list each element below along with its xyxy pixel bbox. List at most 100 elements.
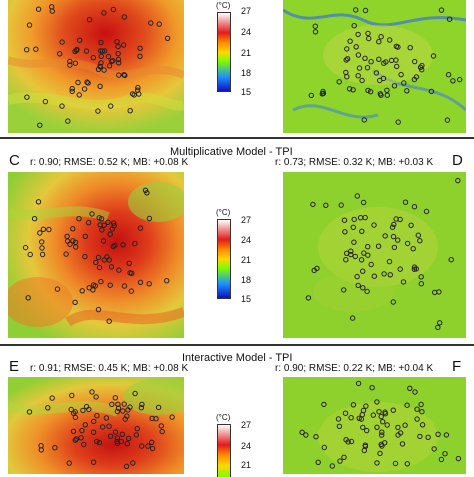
station-marker (76, 216, 82, 222)
station-marker (373, 70, 380, 76)
station-marker (352, 253, 359, 260)
station-marker (299, 429, 305, 435)
station-marker (22, 244, 29, 251)
colorbar-1 (217, 12, 231, 92)
station-marker (155, 404, 162, 411)
station-marker (139, 401, 145, 408)
station-marker (127, 108, 133, 114)
station-marker (149, 439, 155, 446)
station-marker (126, 435, 132, 442)
station-marker (374, 460, 380, 466)
station-marker (305, 295, 312, 301)
station-marker (121, 401, 127, 407)
station-marker (355, 52, 362, 58)
station-marker (404, 461, 411, 467)
station-marker (82, 233, 89, 240)
station-marker (360, 424, 366, 431)
station-marker (438, 456, 445, 463)
station-marker (95, 254, 102, 261)
station-marker (361, 447, 368, 454)
station-marker (72, 414, 79, 421)
station-marker (342, 229, 348, 235)
station-marker (81, 86, 88, 92)
station-marker (377, 450, 383, 457)
station-marker (359, 77, 365, 84)
station-marker (390, 299, 397, 305)
station-marker (39, 245, 45, 251)
station-marker (344, 74, 350, 80)
station-marker (390, 233, 397, 240)
map-panel-a (8, 0, 184, 133)
station-marker (425, 434, 431, 440)
station-marker (364, 65, 371, 71)
station-marker (86, 406, 92, 413)
station-marker (360, 268, 366, 274)
panel-letter-d: D (452, 152, 463, 169)
difference-map-d (283, 172, 466, 338)
station-marker (400, 279, 407, 285)
station-marker (336, 79, 342, 85)
station-marker (66, 460, 72, 466)
station-marker (402, 422, 408, 428)
colorbar-2-tick-24: 24 (241, 235, 252, 245)
station-marker (353, 44, 359, 50)
station-marker (37, 230, 43, 236)
station-marker (337, 458, 343, 464)
station-marker (57, 51, 63, 57)
station-marker (450, 78, 456, 84)
station-marker (415, 232, 422, 238)
station-marker (96, 439, 103, 446)
station-marker (399, 441, 406, 447)
station-marker (379, 432, 385, 438)
station-marker (75, 79, 81, 86)
station-marker (74, 46, 80, 53)
station-marker (52, 445, 58, 451)
station-marker (137, 45, 143, 51)
stats-d: r: 0.73; RMSE: 0.32 K; MB: +0.03 K (275, 157, 434, 168)
colorbar-1-tick-24: 24 (241, 27, 252, 37)
station-marker (59, 103, 65, 109)
station-marker (321, 444, 327, 451)
station-marker (158, 423, 165, 429)
station-marker (156, 21, 162, 27)
station-marker (95, 306, 102, 313)
station-marker (443, 432, 450, 438)
station-marker (358, 257, 365, 263)
temperature-map-e (8, 377, 184, 474)
station-marker (404, 240, 411, 247)
station-marker (164, 35, 171, 41)
station-marker (348, 248, 354, 254)
station-marker (139, 443, 145, 449)
station-marker (392, 460, 399, 467)
station-marker (395, 44, 401, 50)
station-marker (371, 222, 377, 228)
station-marker (374, 399, 380, 405)
station-marker (84, 79, 90, 85)
station-marker (115, 51, 121, 57)
map-panel-e (8, 377, 184, 474)
station-marker (446, 16, 453, 22)
station-marker (353, 7, 359, 13)
station-marker (73, 436, 80, 442)
panel-letter-f: F (452, 358, 462, 375)
station-marker (97, 63, 103, 70)
station-marker (26, 409, 33, 415)
station-marker (107, 231, 113, 237)
station-marker (350, 87, 356, 93)
station-marker (49, 395, 55, 401)
station-marker (100, 238, 107, 244)
station-marker (85, 220, 92, 226)
station-marker (83, 48, 90, 54)
colorbar-1-tick-21: 21 (241, 48, 252, 58)
station-marker (132, 240, 138, 247)
station-marker (86, 17, 93, 23)
station-marker (99, 424, 106, 430)
station-marker (313, 434, 319, 440)
station-marker (404, 88, 410, 94)
station-marker (442, 451, 448, 457)
station-marker (96, 264, 103, 271)
station-marker (390, 407, 397, 413)
station-marker (407, 45, 413, 51)
station-marker (354, 273, 360, 280)
colorbar-unit-1: (°C) (216, 1, 231, 10)
